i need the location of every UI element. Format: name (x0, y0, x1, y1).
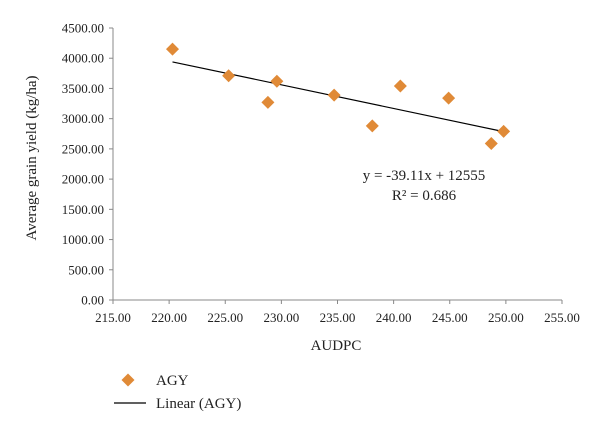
x-ticks: 215.00 220.00 225.00 230.00 235.00 240.00 245.… (95, 300, 580, 325)
data-point (327, 88, 341, 102)
data-point (393, 79, 407, 93)
data-point (165, 42, 179, 56)
x-tick-label: 240.00 (376, 310, 412, 325)
y-tick-label: 4500.00 (62, 21, 104, 36)
x-tick-label: 245.00 (432, 310, 468, 325)
x-tick-label: 220.00 (151, 310, 187, 325)
x-axis-label: AUDPC (311, 338, 362, 354)
y-tick-label: 3000.00 (62, 111, 104, 126)
data-point (442, 91, 456, 105)
plot-area: 0.00 500.00 1000.00 1500.00 2000.00 2500.00 30… (62, 21, 580, 326)
x-tick-label: 235.00 (320, 310, 356, 325)
y-tick-label: 500.00 (68, 262, 104, 277)
legend-label-linear: Linear (AGY) (156, 396, 241, 412)
data-point (497, 124, 511, 138)
data-point (261, 95, 275, 109)
y-tick-label: 4000.00 (62, 51, 104, 66)
diamond-marker-icon (121, 373, 135, 387)
legend-label-agy: AGY (156, 373, 189, 389)
data-points (165, 42, 511, 150)
data-point (484, 136, 498, 150)
r-squared: R² = 0.686 (392, 188, 457, 204)
y-tick-label: 0.00 (81, 293, 104, 308)
legend: AGY Linear (AGY) (114, 373, 241, 412)
y-tick-label: 1000.00 (62, 232, 104, 247)
y-ticks: 0.00 500.00 1000.00 1500.00 2000.00 2500.00 30… (62, 21, 113, 308)
y-tick-label: 1500.00 (62, 202, 104, 217)
legend-item-agy: AGY (121, 373, 189, 389)
legend-item-linear: Linear (AGY) (114, 396, 241, 412)
data-point (365, 119, 379, 133)
x-tick-label: 255.00 (544, 310, 580, 325)
data-point (270, 74, 284, 88)
x-tick-label: 225.00 (207, 310, 243, 325)
trend-equation: y = -39.11x + 12555 (363, 168, 486, 184)
x-tick-label: 250.00 (488, 310, 524, 325)
y-tick-label: 3500.00 (62, 81, 104, 96)
x-tick-label: 215.00 (95, 310, 131, 325)
data-point (222, 69, 236, 83)
y-tick-label: 2500.00 (62, 141, 104, 156)
y-axis-label: Average grain yield (kg/ha) (24, 75, 40, 240)
y-tick-label: 2000.00 (62, 172, 104, 187)
x-tick-label: 230.00 (264, 310, 300, 325)
